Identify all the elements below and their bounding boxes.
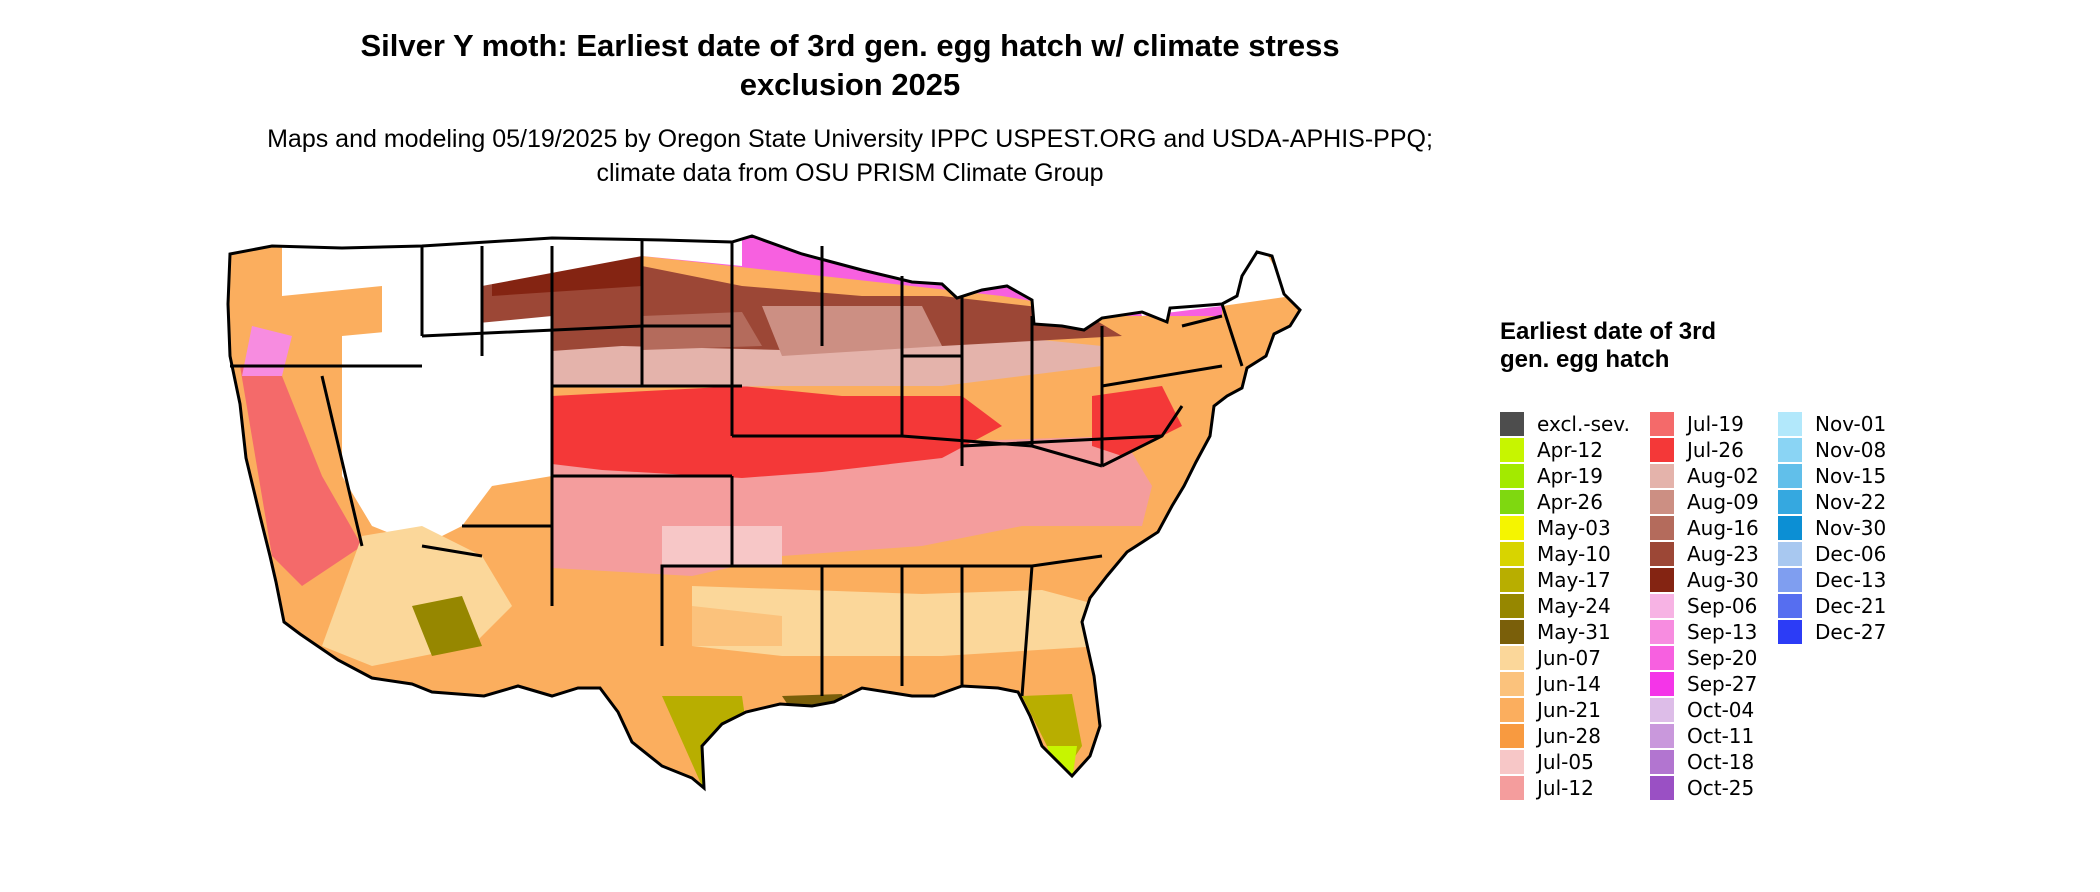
legend-label: Jun-21 <box>1537 698 1601 722</box>
legend-label: Jun-14 <box>1537 672 1601 696</box>
legend-label: Apr-26 <box>1537 490 1603 514</box>
legend-swatch <box>1778 516 1802 540</box>
legend-label: Dec-27 <box>1815 620 1887 644</box>
legend-swatch <box>1500 490 1524 514</box>
legend-swatch <box>1650 464 1674 488</box>
legend-label: Nov-22 <box>1815 490 1887 514</box>
legend-swatch <box>1500 646 1524 670</box>
legend-swatch <box>1778 542 1802 566</box>
legend-swatch <box>1650 568 1674 592</box>
legend-label: Oct-18 <box>1687 750 1755 774</box>
legend-swatch <box>1650 542 1674 566</box>
legend-swatch <box>1650 750 1674 774</box>
legend-label: Jun-07 <box>1537 646 1601 670</box>
legend-label: Jul-26 <box>1687 438 1744 462</box>
legend-swatch <box>1650 698 1674 722</box>
legend-label: Jul-12 <box>1537 776 1594 800</box>
legend-label: Jul-19 <box>1687 412 1744 436</box>
legend-swatch <box>1500 672 1524 696</box>
state-boundaries <box>226 234 1302 790</box>
legend-swatch <box>1778 438 1802 462</box>
legend-swatch <box>1500 516 1524 540</box>
legend-label: excl.-sev. <box>1537 412 1630 436</box>
legend-swatch <box>1500 412 1524 436</box>
legend-label: Nov-30 <box>1815 516 1887 540</box>
legend-swatch <box>1650 490 1674 514</box>
legend-swatch <box>1500 438 1524 462</box>
legend-swatch <box>1650 438 1674 462</box>
legend-label: Sep-06 <box>1687 594 1758 618</box>
legend-label: Dec-13 <box>1815 568 1887 592</box>
legend-label: Sep-13 <box>1687 620 1758 644</box>
legend-label: Sep-27 <box>1687 672 1758 696</box>
legend-label: Apr-12 <box>1537 438 1603 462</box>
legend-swatch <box>1650 594 1674 618</box>
legend-swatch <box>1500 542 1524 566</box>
legend-label: Aug-16 <box>1687 516 1759 540</box>
legend-label: May-31 <box>1537 620 1611 644</box>
legend-label: Dec-06 <box>1815 542 1887 566</box>
legend-swatch <box>1650 516 1674 540</box>
legend-swatch <box>1650 776 1674 800</box>
legend-label: May-24 <box>1537 594 1611 618</box>
legend-label: Oct-11 <box>1687 724 1755 748</box>
legend-label: Jun-28 <box>1537 724 1601 748</box>
legend-label: Jul-05 <box>1537 750 1594 774</box>
legend-label: Aug-09 <box>1687 490 1759 514</box>
legend-label: Nov-08 <box>1815 438 1887 462</box>
usa-states-map <box>226 234 1302 790</box>
legend-swatch <box>1500 698 1524 722</box>
legend-swatch <box>1778 464 1802 488</box>
legend-label: Oct-25 <box>1687 776 1755 800</box>
legend-swatch <box>1500 750 1524 774</box>
legend-swatch <box>1500 568 1524 592</box>
legend-swatch <box>1500 620 1524 644</box>
legend-swatch <box>1500 594 1524 618</box>
legend-label: Oct-04 <box>1687 698 1755 722</box>
legend-label: Aug-30 <box>1687 568 1759 592</box>
legend-swatch <box>1778 490 1802 514</box>
legend-swatch <box>1650 620 1674 644</box>
legend-label: May-03 <box>1537 516 1611 540</box>
legend-swatch <box>1778 412 1802 436</box>
legend-swatch <box>1650 724 1674 748</box>
legend-label: May-17 <box>1537 568 1611 592</box>
legend-swatch <box>1778 568 1802 592</box>
legend-label: Sep-20 <box>1687 646 1758 670</box>
legend-swatch <box>1650 646 1674 670</box>
legend-label: May-10 <box>1537 542 1611 566</box>
legend-swatch <box>1500 464 1524 488</box>
map-subtitle: Maps and modeling 05/19/2025 by Oregon S… <box>267 125 1433 187</box>
legend-label: Nov-15 <box>1815 464 1887 488</box>
legend-title: Earliest date of 3rd gen. egg hatch <box>1500 318 1717 373</box>
legend-swatch <box>1778 620 1802 644</box>
legend-label: Aug-23 <box>1687 542 1759 566</box>
map-title: Silver Y moth: Earliest date of 3rd gen.… <box>360 28 1340 102</box>
legend-label: Aug-02 <box>1687 464 1759 488</box>
legend-swatch <box>1650 412 1674 436</box>
hatch-date-regions <box>228 236 1300 788</box>
legend-label: Nov-01 <box>1815 412 1887 436</box>
legend-swatch <box>1650 672 1674 696</box>
legend-swatch <box>1500 724 1524 748</box>
legend-swatch <box>1500 776 1524 800</box>
legend-label: Dec-21 <box>1815 594 1887 618</box>
legend-label: Apr-19 <box>1537 464 1603 488</box>
legend-swatch <box>1778 594 1802 618</box>
